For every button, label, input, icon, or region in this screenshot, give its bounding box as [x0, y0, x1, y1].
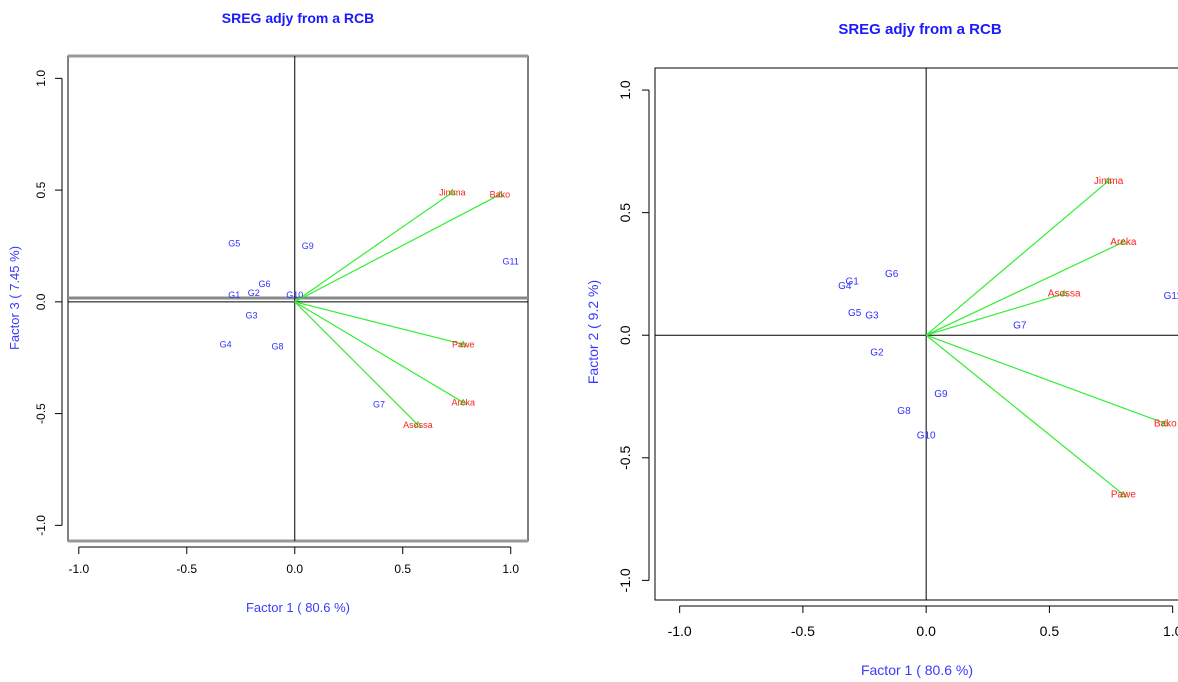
left-vector-marker-areka [459, 398, 468, 405]
left-vector-marker-bako [496, 190, 504, 198]
right-vector-marker-jimma [1104, 176, 1113, 184]
right-genotype-label-g10: G10 [917, 431, 936, 442]
left-vector-jimma [294, 191, 453, 303]
right-biplot-panel: SREG adjy from a RCB Factor 1 ( 80.6 %) … [585, 21, 1178, 678]
left-biplot-panel: SREG adjy from a RCB Factor 1 ( 80.6 %) … [7, 10, 529, 615]
right-y-axis-label: Factor 2 ( 9.2 %) [585, 280, 601, 384]
left-y-tick-label: 0.5 [34, 181, 48, 198]
right-x-tick-label: 0.0 [916, 623, 936, 639]
right-vector-areka [925, 241, 1124, 336]
right-axis-ticks: -1.0 -0.5 0.0 0.5 1.0 -1.0 -0.5 0.0 0.5 1.0 [617, 80, 1178, 639]
right-x-tick-label: 0.5 [1040, 623, 1060, 639]
left-y-tick-label: 1.0 [34, 70, 48, 87]
left-genotype-label-g10: G10 [286, 290, 303, 300]
left-y-axis-label: Factor 3 ( 7.45 %) [7, 246, 22, 350]
right-point-labels: Jimma Areka Asossa Bako Pawe G1 G2 G3 G4 G5 G6 G7 G8… [838, 176, 1178, 501]
right-x-tick-label: 1.0 [1163, 623, 1178, 639]
right-plot-frame [654, 67, 1178, 601]
left-vector-marker-pawe [459, 340, 468, 347]
right-y-tick-label: 1.0 [617, 80, 633, 100]
left-genotype-label-g3: G3 [246, 310, 258, 320]
left-vector-marker-asossa [413, 420, 422, 428]
right-vector-marker-areka [1119, 238, 1128, 245]
left-origin-axes [68, 56, 528, 541]
right-genotype-label-g9: G9 [934, 389, 948, 400]
right-environment-label-bako: Bako [1154, 418, 1177, 429]
left-environment-label-asossa: Asossa [403, 420, 433, 430]
left-genotype-label-g5: G5 [228, 239, 240, 249]
right-environment-label-areka: Areka [1110, 237, 1137, 248]
left-genotype-label-g1: G1 [228, 290, 240, 300]
right-genotype-label-g4: G4 [838, 281, 852, 292]
left-point-labels: Jimma Bako Pawe Areka Asossa G1 G2 G3 G4 G5 G6 G7 G8… [220, 187, 519, 429]
right-vector-jimma [925, 180, 1109, 336]
right-genotype-label-g6: G6 [885, 269, 899, 280]
left-x-tick-label: -1.0 [68, 562, 89, 576]
left-environment-label-areka: Areka [451, 397, 475, 407]
right-x-tick-label: -0.5 [791, 623, 815, 639]
left-environment-label-pawe: Pawe [452, 339, 475, 349]
right-genotype-label-g2: G2 [870, 347, 884, 358]
left-x-tick-label: 0.0 [286, 562, 303, 576]
right-environment-label-jimma: Jimma [1094, 176, 1124, 187]
left-environment-label-jimma: Jimma [439, 187, 466, 197]
left-vector-marker-jimma [448, 188, 457, 195]
left-y-tick-label: -0.5 [34, 403, 48, 424]
right-y-tick-label: 0.5 [617, 203, 633, 223]
right-genotype-label-g8: G8 [897, 406, 911, 417]
left-x-axis-label: Factor 1 ( 80.6 %) [246, 600, 350, 615]
right-y-tick-label: 0.0 [617, 325, 633, 345]
left-x-tick-label: -0.5 [176, 562, 197, 576]
left-genotype-label-g4: G4 [220, 339, 232, 349]
right-genotype-label-g7: G7 [1013, 320, 1027, 331]
right-y-tick-label: -1.0 [617, 568, 633, 592]
right-origin-axes [655, 68, 1178, 600]
right-genotype-label-g11: G11 [1164, 291, 1178, 302]
right-genotype-label-g3: G3 [865, 311, 879, 322]
left-genotype-label-g11: G11 [503, 257, 519, 267]
right-vector-pawe [925, 334, 1124, 496]
right-x-tick-label: -1.0 [668, 623, 692, 639]
left-x-tick-label: 0.5 [394, 562, 411, 576]
left-axis-ticks: -1.0 -0.5 0.0 0.5 1.0 -1.0 -0.5 0.0 0.5 1.0 [34, 70, 519, 576]
right-environment-vectors [925, 176, 1170, 498]
right-environment-label-pawe: Pawe [1111, 490, 1136, 501]
left-vector-bako [294, 194, 501, 303]
left-genotype-label-g2: G2 [248, 288, 260, 298]
left-environment-vectors [294, 188, 504, 428]
left-genotype-label-g9: G9 [302, 241, 314, 251]
right-vector-asossa [925, 292, 1065, 336]
left-genotype-label-g6: G6 [259, 279, 271, 289]
right-environment-label-asossa: Asossa [1048, 289, 1081, 300]
left-y-tick-label: -1.0 [34, 515, 48, 536]
right-vector-marker-pawe [1119, 490, 1128, 498]
right-genotype-label-g5: G5 [848, 308, 862, 319]
left-genotype-label-g8: G8 [271, 342, 283, 352]
left-x-tick-label: 1.0 [502, 562, 519, 576]
right-genotype-label-g1: G1 [846, 276, 860, 287]
left-y-tick-label: 0.0 [34, 293, 48, 310]
left-environment-label-bako: Bako [490, 190, 511, 200]
left-genotype-label-g7: G7 [373, 400, 385, 410]
right-y-tick-label: -0.5 [617, 446, 633, 470]
left-vector-pawe [294, 301, 464, 345]
right-x-axis-label: Factor 1 ( 80.6 %) [861, 662, 973, 678]
right-chart-title: SREG adjy from a RCB [838, 21, 1002, 38]
right-vector-marker-bako [1161, 419, 1170, 426]
left-chart-title: SREG adjy from a RCB [222, 10, 374, 26]
left-vector-asossa [294, 301, 419, 426]
right-vector-marker-asossa [1060, 289, 1069, 297]
left-vector-areka [294, 301, 464, 403]
right-vector-bako [925, 334, 1166, 425]
